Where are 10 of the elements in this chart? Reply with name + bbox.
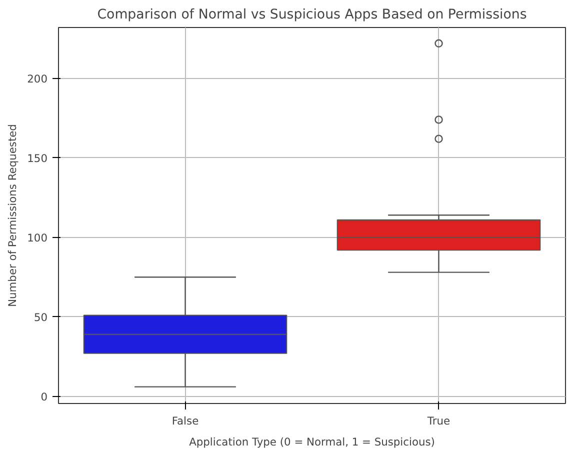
x-axis-title: Application Type (0 = Normal, 1 = Suspicious) [189,436,435,448]
y-tick-label: 50 [34,310,48,324]
y-tick-label: 100 [27,231,48,244]
y-tick-label: 0 [40,390,48,404]
y-tick-label: 200 [27,72,48,86]
x-tick-label: False [172,414,199,428]
y-axis-title: Number of Permissions Requested [6,124,20,307]
chart-title: Comparison of Normal vs Suspicious Apps Based on Permissions [97,8,527,22]
x-tick-label: True [426,414,450,428]
y-tick-label: 150 [27,152,48,165]
